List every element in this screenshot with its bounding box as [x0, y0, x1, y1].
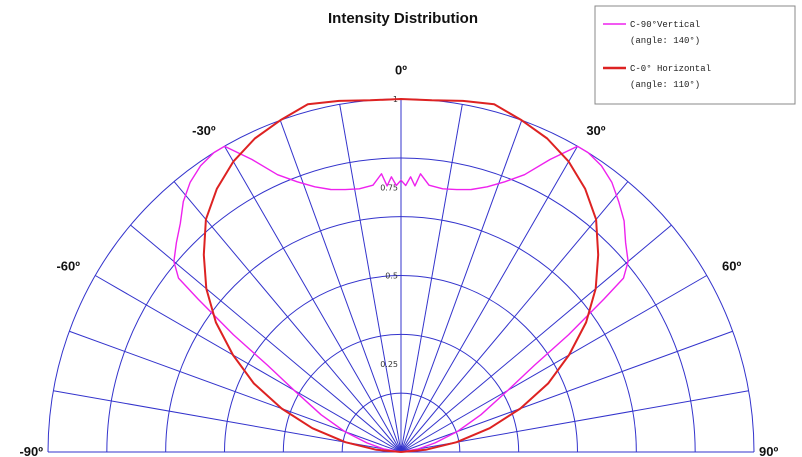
legend-box — [594, 5, 796, 105]
angle-tick-label: -30º — [192, 123, 216, 138]
angle-labels: -90º -60º -30º 0º 30º 60º 90º — [19, 62, 778, 457]
series-line-horizontal — [202, 98, 600, 453]
grid-spoke — [400, 146, 578, 453]
grid-spoke — [400, 120, 523, 453]
legend-sub-vertical: (angle: 140°) — [630, 36, 700, 46]
grid-spoke — [130, 224, 402, 453]
grid-spoke — [224, 146, 402, 453]
angle-tick-label: 90º — [759, 444, 778, 457]
legend: C-90°Vertical (angle: 140°) C-0° Horizon… — [594, 5, 796, 105]
legend-sub-horizontal: (angle: 110°) — [630, 80, 700, 90]
angle-tick-label: -60º — [56, 259, 80, 274]
polar-grid — [47, 98, 755, 453]
radial-labels: 0.250.50.751 — [380, 95, 398, 369]
angle-tick-label: 0º — [395, 62, 407, 77]
grid-spoke — [400, 275, 707, 453]
grid-spoke — [400, 224, 672, 453]
grid-spoke — [69, 330, 402, 453]
radial-tick-label: 0.25 — [380, 360, 398, 369]
grid-spoke — [400, 181, 629, 453]
grid-spoke — [173, 181, 402, 453]
series-group — [173, 98, 629, 453]
legend-label-vertical: C-90°Vertical — [630, 20, 700, 30]
series-line-vertical — [173, 145, 629, 453]
radial-tick-label: 0.75 — [380, 183, 398, 192]
chart-title: Intensity Distribution — [328, 10, 478, 27]
grid-spoke — [400, 104, 463, 453]
angle-tick-label: -90º — [19, 444, 43, 457]
legend-label-horizontal: C-0° Horizontal — [630, 64, 711, 74]
angle-tick-label: 60º — [722, 259, 741, 274]
grid-spoke — [339, 104, 402, 453]
grid-spoke — [400, 330, 733, 453]
radial-tick-label: 0.5 — [385, 272, 398, 281]
grid-spoke — [279, 120, 402, 453]
grid-spoke — [95, 275, 402, 453]
angle-tick-label: 30º — [586, 123, 605, 138]
